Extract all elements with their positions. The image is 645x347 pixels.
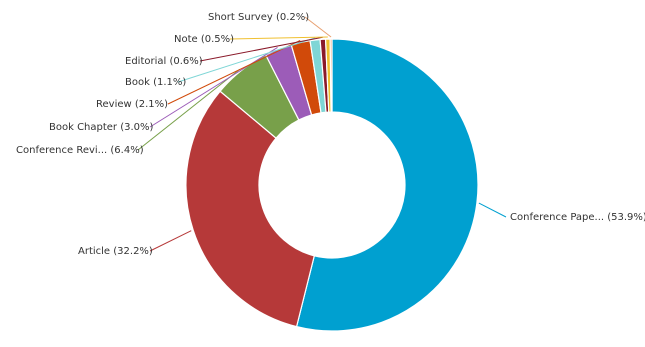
leader-line-short-survey [304, 16, 332, 38]
slice-label-note: Note (0.5%) [174, 34, 234, 45]
slices-layer [185, 38, 479, 332]
slice-label-short-survey: Short Survey (0.2%) [208, 12, 309, 23]
slice-label-article: Article (32.2%) [78, 246, 153, 257]
slice-label-review: Review (2.1%) [96, 99, 168, 110]
labels-layer: Conference Pape... (53.9%) Article (32.2%… [16, 12, 645, 257]
slice-label-conference-paper: Conference Pape... (53.9%) [510, 212, 645, 223]
slice-label-conference-review: Conference Revi... (6.4%) [16, 145, 144, 156]
leader-line-conference-review [137, 68, 241, 151]
leader-line-book [177, 37, 315, 83]
slice-label-book: Book (1.1%) [125, 77, 186, 88]
slice-label-book-chapter: Book Chapter (3.0%) [49, 122, 154, 133]
slice-conference-paper[interactable] [295, 38, 479, 332]
leader-lines-layer [137, 16, 507, 252]
leader-line-note [229, 36, 328, 40]
leader-line-article [149, 230, 192, 252]
slice-short-survey[interactable] [329, 38, 333, 113]
leader-line-editorial [199, 36, 323, 62]
leader-line-book-chapter [149, 46, 278, 128]
slice-label-editorial: Editorial (0.6%) [125, 56, 203, 67]
leader-line-review [167, 40, 301, 105]
leader-line-conference-paper [478, 202, 507, 218]
slice-article[interactable] [185, 90, 316, 328]
